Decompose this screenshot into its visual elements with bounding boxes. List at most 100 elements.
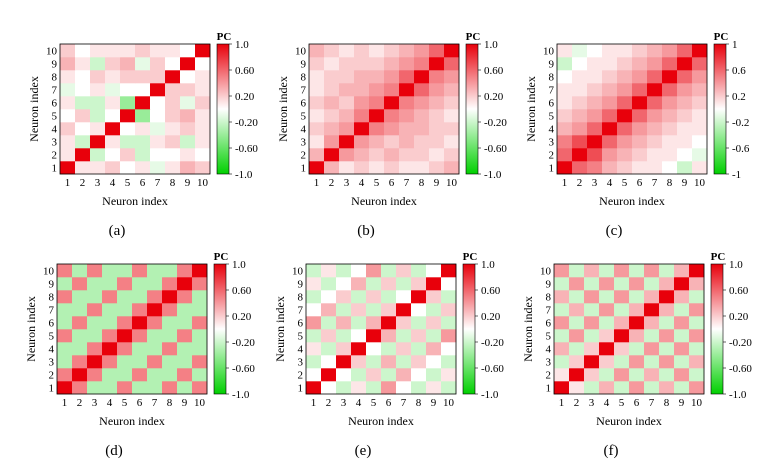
heatmap-cell (105, 70, 121, 84)
heatmap-cell (87, 381, 103, 395)
heatmap-cell (150, 135, 166, 149)
heatmap-cell (384, 83, 400, 97)
colorbar-tick-label: 0.60 (481, 285, 501, 297)
heatmap-cell (399, 161, 415, 175)
heatmap-cell (692, 96, 708, 110)
heatmap-cell (599, 277, 615, 291)
heatmap-cell (117, 264, 133, 278)
heatmap-cell (381, 381, 397, 395)
colorbar-tick-label: 0.20 (484, 91, 504, 103)
x-tick-label: 5 (619, 397, 625, 409)
x-tick-label: 1 (311, 397, 317, 409)
y-axis-title: Neuron index (24, 296, 38, 362)
heatmap-cell (132, 264, 148, 278)
plot-frame (308, 43, 460, 175)
heatmap-cell (569, 264, 585, 278)
heatmap-cell (584, 355, 600, 369)
heatmap-cell (309, 109, 325, 123)
heatmap-cell (177, 368, 193, 382)
heatmap-cell (674, 342, 690, 356)
heatmap-cell (354, 109, 370, 123)
heatmap-cell (614, 368, 630, 382)
x-tick-label: 1 (562, 177, 568, 189)
heatmap-cell (165, 122, 181, 136)
heatmap-cell (554, 277, 570, 291)
x-tick-label: 2 (329, 177, 335, 189)
heatmap-cell (614, 329, 630, 343)
heatmap-cell (572, 57, 588, 71)
heatmap-cell (177, 381, 193, 395)
heatmap-cell (162, 342, 178, 356)
x-tick-label: 1 (559, 397, 565, 409)
colorbar-tick-label: -0.60 (729, 363, 752, 375)
heatmap-cell (644, 316, 660, 330)
x-tick-label: 8 (419, 177, 425, 189)
heatmap-cell (644, 290, 660, 304)
x-tick-label: 7 (649, 397, 655, 409)
heatmap-cell (105, 44, 121, 58)
heatmap-cell (614, 342, 630, 356)
heatmap-cell (180, 70, 196, 84)
heatmap-cell (599, 290, 615, 304)
y-tick-label: 7 (52, 85, 58, 97)
heatmap-cell (324, 161, 340, 175)
heatmap-cell (602, 57, 618, 71)
heatmap-cell (629, 342, 645, 356)
heatmap-cell (117, 368, 133, 382)
colorbar-tick-label: 0.6 (732, 65, 746, 77)
y-tick-label: 1 (49, 383, 55, 395)
heatmap-cell (662, 148, 678, 162)
y-tick-label: 3 (49, 357, 55, 369)
x-tick-label: 3 (589, 397, 595, 409)
colorbar-tick-label: 0.60 (484, 65, 504, 77)
colorbar (710, 263, 724, 395)
heatmap-cell (336, 303, 352, 317)
heatmap-cell (617, 135, 633, 149)
colorbar-tick-label: 1 (732, 39, 738, 51)
heatmap-cell (120, 122, 136, 136)
heatmap-cell (677, 70, 693, 84)
x-tick-label: 8 (664, 397, 670, 409)
heatmap-cell (147, 381, 163, 395)
y-tick-label: 9 (49, 279, 55, 291)
heatmap-cell (441, 342, 457, 356)
heatmap-cell (306, 342, 322, 356)
heatmap-cell (662, 70, 678, 84)
heatmap-cell (339, 44, 355, 58)
colorbar-tick-label: -1.0 (235, 169, 253, 181)
heatmap-cell (674, 264, 690, 278)
heatmap-cell (75, 96, 91, 110)
panel-label: (f) (604, 443, 619, 459)
heatmap-cell (692, 70, 708, 84)
heatmap-cell (614, 290, 630, 304)
heatmap-cell (617, 83, 633, 97)
heatmap-cell (584, 329, 600, 343)
y-tick-label: 5 (549, 111, 555, 123)
heatmap-cell (165, 161, 181, 175)
heatmap-cell (572, 44, 588, 58)
heatmap-cell (120, 161, 136, 175)
heatmap-cell (339, 83, 355, 97)
heatmap-cell (351, 381, 367, 395)
heatmap-cell (192, 329, 208, 343)
heatmap-cell (177, 329, 193, 343)
colorbar-tick-label: 1.0 (481, 259, 495, 271)
colorbar-title: PC (214, 251, 229, 263)
heatmap-cell (614, 277, 630, 291)
heatmap-cell (426, 381, 442, 395)
heatmap-cell (321, 303, 337, 317)
heatmap-cell (647, 135, 663, 149)
heatmap-cell (647, 44, 663, 58)
colorbar (462, 263, 476, 395)
heatmap-cell (587, 44, 603, 58)
heatmap-cell (411, 290, 427, 304)
heatmap-cell (135, 122, 151, 136)
heatmap-cell (662, 135, 678, 149)
heatmap-cell (306, 277, 322, 291)
heatmap-cell (105, 161, 121, 175)
colorbar-tick-label: 0.2 (732, 91, 746, 103)
heatmap-cell (321, 355, 337, 369)
heatmap-cell (554, 342, 570, 356)
